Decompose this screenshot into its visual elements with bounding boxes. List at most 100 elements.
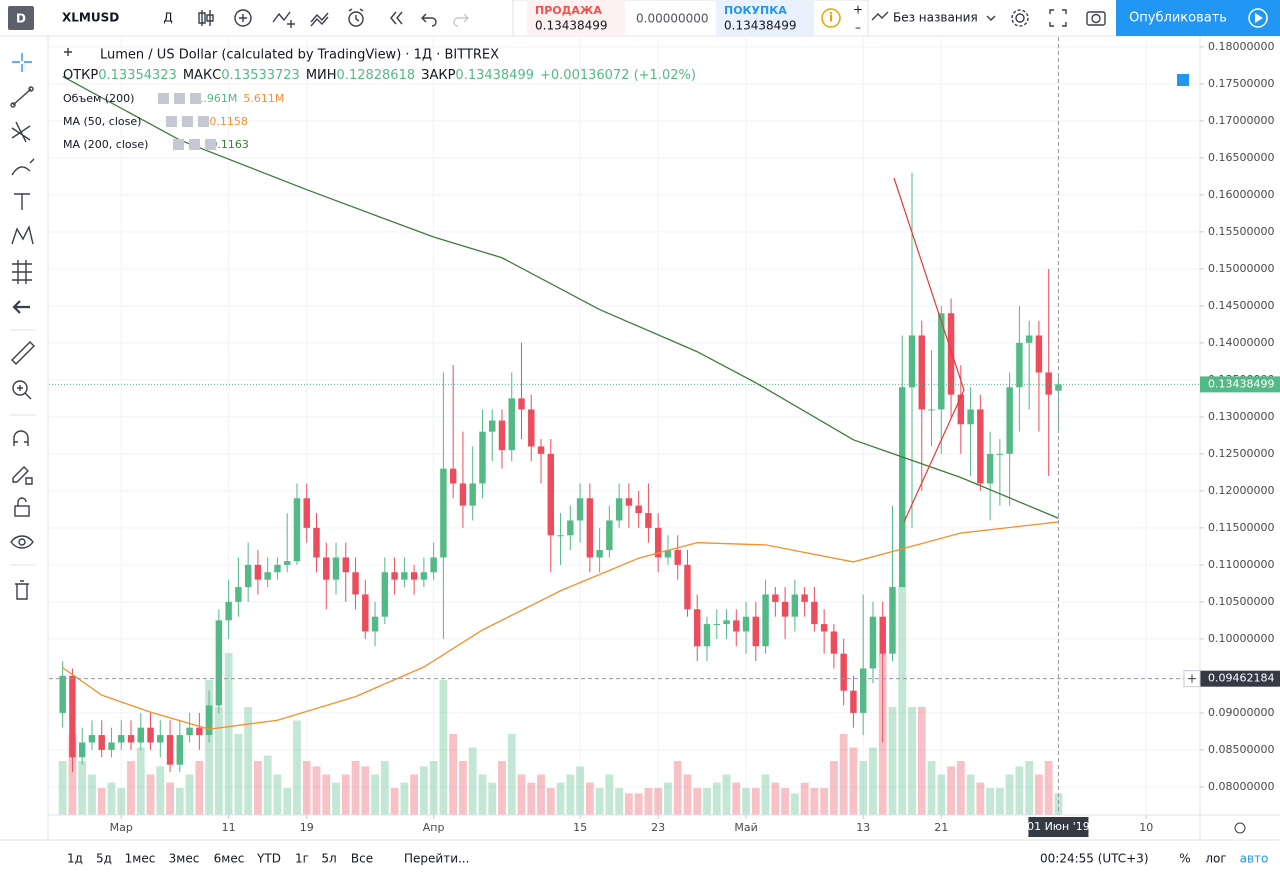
- range-button[interactable]: YTD: [256, 852, 281, 866]
- volume-value: 1.961M: [196, 92, 237, 105]
- candle-body: [69, 675, 76, 758]
- clock: 00:24:55 (UTC+3): [1040, 852, 1149, 866]
- ma200-value: 0.1163: [210, 138, 249, 151]
- y-tick-label: 0.11500000: [1208, 521, 1274, 534]
- volume-bar: [273, 774, 282, 815]
- legend-buttons[interactable]: [158, 93, 216, 150]
- candle-body: [635, 505, 642, 514]
- candle-body: [381, 572, 389, 617]
- candle-body: [557, 535, 564, 537]
- volume-bar: [214, 707, 223, 815]
- volume-bar: [400, 782, 409, 815]
- ma-line: [62, 521, 1059, 730]
- y-tick-label: 0.14500000: [1208, 299, 1274, 312]
- volume-bar: [537, 774, 545, 815]
- symbol[interactable]: XLMUSD: [62, 11, 119, 25]
- ma50-legend[interactable]: MA (50, close) 0.1158: [63, 115, 248, 128]
- percent-toggle[interactable]: %: [1179, 852, 1190, 866]
- buy-button[interactable]: [716, 0, 814, 36]
- candle-body: [567, 520, 574, 536]
- candle-body: [391, 572, 398, 580]
- volume-bar: [322, 774, 331, 815]
- minus[interactable]: –: [855, 21, 861, 35]
- range-button[interactable]: 1г: [295, 852, 309, 866]
- high-value: 0.13533723: [221, 68, 300, 83]
- range-button[interactable]: Все: [351, 852, 373, 866]
- candle-body: [401, 572, 408, 580]
- publish-label: Опубликовать: [1129, 11, 1227, 26]
- volume-bar: [810, 788, 819, 815]
- volume-bar: [790, 793, 799, 815]
- auto-toggle[interactable]: авто: [1240, 852, 1269, 866]
- y-tick-label: 0.09000000: [1208, 706, 1274, 719]
- volume-bar: [800, 782, 809, 815]
- y-tick-label: 0.16000000: [1208, 188, 1274, 201]
- volume-legend[interactable]: Объем (200) 1.961M 5.611M: [63, 92, 284, 105]
- range-button[interactable]: 6мес: [214, 852, 245, 866]
- open-label: ОТКР: [63, 68, 98, 83]
- volume-bar: [136, 747, 145, 815]
- candle-body: [225, 601, 232, 621]
- right-icons[interactable]: [1011, 9, 1106, 27]
- candle-body: [713, 624, 720, 626]
- legend-title[interactable]: Lumen / US Dollar (calculated by Trading…: [100, 48, 499, 63]
- volume-bar: [566, 774, 575, 815]
- layout-name[interactable]: Без названия: [893, 11, 978, 25]
- high-label: МАКС: [183, 68, 221, 83]
- ma50-value: 0.1158: [209, 115, 248, 128]
- ma200-legend[interactable]: MA (200, close) 0.1163: [63, 138, 249, 151]
- range-button[interactable]: 1мес: [125, 852, 156, 866]
- volume-bar: [244, 707, 253, 815]
- candle-body: [244, 564, 252, 588]
- candle-body: [928, 409, 935, 411]
- range-button[interactable]: 1д: [67, 852, 83, 866]
- log-toggle[interactable]: лог: [1205, 852, 1226, 866]
- volume-bar: [937, 774, 946, 815]
- plot: [49, 37, 1200, 815]
- settings-icon[interactable]: [1234, 822, 1246, 834]
- y-tick-label: 0.16500000: [1208, 151, 1274, 164]
- candle-body: [967, 409, 974, 425]
- candle-body: [830, 631, 838, 654]
- goto[interactable]: Перейти...: [404, 852, 469, 866]
- open-value: 0.13354323: [98, 68, 177, 83]
- volume-bar: [468, 747, 477, 815]
- logo[interactable]: [8, 6, 34, 30]
- bottom-bar: 1д 5д 1мес 3мес 6мес YTD 1г 5л Все: [67, 852, 373, 866]
- candle-body: [772, 594, 779, 602]
- volume-bar: [888, 707, 897, 815]
- candle-body: [78, 742, 86, 758]
- x-tick-label: 10: [1139, 821, 1153, 834]
- range-button[interactable]: 5л: [321, 852, 336, 866]
- publish-button[interactable]: [1116, 0, 1240, 36]
- candle-body: [371, 616, 379, 632]
- volume-bar: [859, 761, 868, 815]
- info-icon[interactable]: [821, 8, 841, 28]
- range-button[interactable]: 3мес: [169, 852, 200, 866]
- volume-bar: [839, 734, 848, 815]
- toolbar-icons[interactable]: [198, 8, 469, 28]
- candle-body: [235, 587, 242, 602]
- volume-bar: [634, 793, 643, 815]
- range-button[interactable]: 5д: [96, 852, 112, 866]
- drawing-tools[interactable]: [10, 53, 35, 600]
- volume-bar: [127, 761, 135, 815]
- plus[interactable]: +: [853, 3, 863, 17]
- ma200-name: MA (200, close): [63, 138, 148, 151]
- volume-bar: [332, 782, 340, 815]
- interval[interactable]: Д: [163, 11, 172, 25]
- candle-body: [820, 624, 828, 632]
- candle-body: [733, 620, 740, 632]
- marker-icon[interactable]: [1177, 74, 1189, 86]
- volume-bar: [742, 788, 750, 815]
- volume-bar: [995, 788, 1004, 815]
- collapse-icon[interactable]: [64, 48, 72, 56]
- volume-bar: [517, 774, 526, 815]
- y-tick-label: 0.17000000: [1208, 114, 1274, 127]
- info-glyph: i: [829, 11, 833, 25]
- last-price-label: 0.13438499: [1208, 377, 1274, 390]
- sell-button[interactable]: [527, 0, 625, 36]
- x-tick-label: 13: [856, 821, 870, 834]
- candle-body: [1006, 387, 1013, 454]
- x-tick-label: 19: [300, 821, 314, 834]
